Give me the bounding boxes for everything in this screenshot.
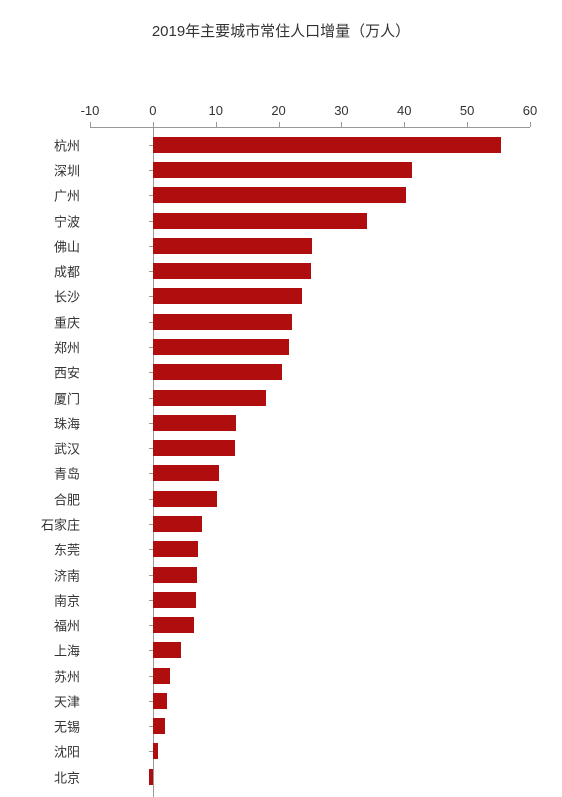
category-label: 上海 <box>0 641 80 660</box>
bar <box>153 187 406 203</box>
category-label: 天津 <box>0 691 80 710</box>
category-label: 郑州 <box>0 337 80 356</box>
x-tick-label: 30 <box>334 103 348 118</box>
category-label: 石家庄 <box>0 514 80 533</box>
x-tick-label: 10 <box>208 103 222 118</box>
plot-area: -100102030405060杭州深圳广州宁波佛山成都长沙重庆郑州西安厦门珠海… <box>90 127 530 797</box>
x-tick-label: 50 <box>460 103 474 118</box>
category-label: 长沙 <box>0 287 80 306</box>
x-tick <box>90 122 91 127</box>
bar <box>153 491 217 507</box>
category-label: 济南 <box>0 565 80 584</box>
category-label: 武汉 <box>0 439 80 458</box>
bar <box>153 390 266 406</box>
category-label: 重庆 <box>0 312 80 331</box>
bar <box>153 162 412 178</box>
bar <box>153 516 202 532</box>
x-tick-label: 0 <box>149 103 156 118</box>
x-tick <box>216 122 217 127</box>
x-tick <box>279 122 280 127</box>
bar <box>153 617 194 633</box>
category-label: 宁波 <box>0 211 80 230</box>
category-label: 东莞 <box>0 540 80 559</box>
category-label: 合肥 <box>0 489 80 508</box>
bar <box>153 642 181 658</box>
bar <box>153 668 171 684</box>
bar <box>153 238 312 254</box>
x-axis-line <box>90 127 530 128</box>
bar <box>153 718 166 734</box>
x-tick <box>341 122 342 127</box>
bar <box>153 213 367 229</box>
chart-container: 2019年主要城市常住人口增量（万人） -10 0 10 20 30 40 50 60 杭州深圳… <box>0 0 562 774</box>
category-label: 厦门 <box>0 388 80 407</box>
category-label: 福州 <box>0 616 80 635</box>
x-tick <box>467 122 468 127</box>
bar <box>153 693 167 709</box>
chart-title: 2019年主要城市常住人口增量（万人） <box>0 0 562 47</box>
bar <box>153 137 501 153</box>
x-tick-label: -10 <box>81 103 100 118</box>
category-label: 成都 <box>0 262 80 281</box>
category-label: 无锡 <box>0 717 80 736</box>
bar <box>153 263 311 279</box>
category-label: 杭州 <box>0 135 80 154</box>
category-label: 苏州 <box>0 666 80 685</box>
category-label: 广州 <box>0 186 80 205</box>
bar <box>153 541 198 557</box>
bar <box>149 769 153 785</box>
category-label: 北京 <box>0 767 80 786</box>
category-label: 南京 <box>0 590 80 609</box>
x-tick-label: 60 <box>523 103 537 118</box>
x-tick <box>530 122 531 127</box>
category-label: 佛山 <box>0 236 80 255</box>
x-tick-label: 40 <box>397 103 411 118</box>
bar <box>153 339 289 355</box>
bar <box>153 415 237 431</box>
category-label: 深圳 <box>0 160 80 179</box>
bar <box>153 314 293 330</box>
bar <box>153 592 196 608</box>
bar <box>153 440 235 456</box>
bar <box>153 567 197 583</box>
x-tick-label: 20 <box>271 103 285 118</box>
x-tick <box>404 122 405 127</box>
bar <box>153 465 219 481</box>
category-label: 沈阳 <box>0 742 80 761</box>
bar <box>153 364 282 380</box>
bar <box>153 288 302 304</box>
category-label: 青岛 <box>0 464 80 483</box>
category-label: 珠海 <box>0 413 80 432</box>
category-label: 西安 <box>0 363 80 382</box>
bar <box>153 743 158 759</box>
